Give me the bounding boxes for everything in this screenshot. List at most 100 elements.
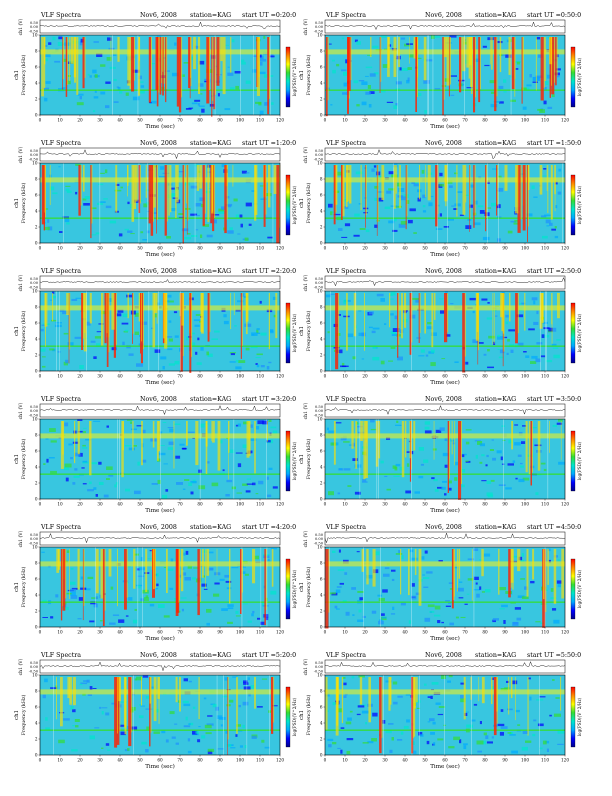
x-tick-label: 60 (442, 118, 448, 123)
waveform-trace (324, 405, 565, 415)
x-tick-label: 100 (236, 758, 244, 763)
waveform-trace (39, 21, 281, 29)
waveform-tick-label: 0.50 (30, 405, 39, 409)
y-tick-label: 10 (32, 545, 38, 550)
x-tick-label: 50 (137, 502, 143, 507)
panel-title: VLF Spectra (325, 396, 366, 403)
x-tick-label: 60 (157, 246, 163, 251)
panel-date: Nov6, 2008 (425, 396, 462, 403)
waveform-axis-label: ch1 (V) (302, 146, 309, 163)
x-tick-label: 110 (541, 630, 549, 635)
x-tick-label: 50 (137, 246, 143, 251)
x-tick-label: 120 (276, 118, 284, 123)
y-tick-label: 2 (35, 225, 38, 230)
x-tick-label: 100 (521, 630, 529, 635)
x-tick-label: 50 (137, 374, 143, 379)
y-tick-label: 2 (320, 353, 323, 358)
x-tick-label: 80 (482, 758, 488, 763)
waveform-strip: 0.500.00-0.50 ch1 (V) (302, 18, 566, 35)
spectrogram-panel: VLF Spectra Nov6, 2008 station=KAG start UT… (14, 12, 297, 130)
y-tick-label: 2 (35, 97, 38, 102)
waveform-tick-label: 0.00 (315, 409, 324, 413)
waveform-tick-label: -0.50 (29, 541, 39, 545)
waveform-tick-label: 0.50 (30, 149, 39, 153)
panel-date: Nov6, 2008 (140, 396, 177, 403)
x-tick-label: 120 (561, 758, 569, 763)
y-axis-label: Frequency (kHz) (20, 566, 27, 607)
y-tick-label: 0 (35, 497, 38, 502)
x-tick-label: 80 (197, 246, 203, 251)
x-tick-label: 30 (382, 758, 388, 763)
x-tick-label: 40 (402, 502, 408, 507)
y-tick-label: 8 (320, 49, 323, 54)
x-tick-label: 90 (502, 758, 508, 763)
waveform-strip: 0.500.00-0.50 ch1 (V) (302, 146, 566, 163)
panel-station: station=KAG (475, 268, 516, 275)
x-tick-label: 50 (137, 630, 143, 635)
x-tick-label: 50 (422, 502, 428, 507)
y-tick-label: 2 (320, 481, 323, 486)
x-tick-label: 0 (324, 630, 327, 635)
x-tick-label: 60 (442, 758, 448, 763)
panel-date: Nov6, 2008 (140, 652, 177, 659)
waveform-tick-label: -0.50 (314, 413, 324, 417)
y-tick-label: 4 (35, 337, 38, 342)
panel-start-ut: start UT =3:50:0 (527, 396, 581, 403)
y-tick-label: 0 (320, 497, 323, 502)
colorbar (570, 302, 576, 364)
x-tick-label: 60 (442, 502, 448, 507)
panel-title: VLF Spectra (325, 652, 366, 659)
y-tick-label: 6 (320, 193, 323, 198)
channel-label: ch1 (14, 710, 20, 720)
waveform-tick-label: 0.00 (30, 665, 39, 669)
waveform-tick-label: -0.50 (314, 29, 324, 33)
panel-station: station=KAG (190, 268, 231, 275)
waveform-tick-label: 0.00 (315, 281, 324, 285)
panel-title: VLF Spectra (325, 140, 366, 147)
x-tick-label: 30 (97, 246, 103, 251)
colorbar (570, 686, 576, 748)
x-tick-label: 100 (236, 118, 244, 123)
y-tick-label: 8 (35, 433, 38, 438)
x-tick-label: 10 (342, 758, 348, 763)
panel-date: Nov6, 2008 (140, 524, 177, 531)
panel-station: station=KAG (475, 12, 516, 19)
waveform-strip: 0.500.00-0.50 ch1 (V) (17, 658, 281, 675)
x-tick-label: 80 (482, 630, 488, 635)
waveform-tick-label: 0.50 (30, 661, 39, 665)
x-tick-label: 90 (502, 630, 508, 635)
y-axis-label: Frequency (kHz) (305, 566, 312, 607)
spectrogram-panel: VLF Spectra Nov6, 2008 station=KAG start UT… (14, 396, 297, 514)
x-axis-label: Time (sec) (430, 379, 460, 386)
x-tick-label: 0 (39, 630, 42, 635)
x-tick-label: 40 (117, 502, 123, 507)
y-tick-label: 8 (35, 689, 38, 694)
x-tick-label: 110 (256, 502, 264, 507)
waveform-tick-label: -0.50 (314, 157, 324, 161)
x-tick-label: 70 (462, 374, 468, 379)
colorbar-label: log(PSD)(V^2/Hz) (292, 569, 297, 608)
x-tick-label: 60 (157, 758, 163, 763)
spectrogram-image (40, 547, 280, 627)
y-tick-label: 4 (320, 465, 323, 470)
x-tick-label: 20 (77, 374, 83, 379)
panel-title: VLF Spectra (40, 268, 81, 275)
y-axis-label: Frequency (kHz) (305, 694, 312, 735)
y-tick-label: 8 (320, 689, 323, 694)
panel-start-ut: start UT =3:20:0 (242, 396, 296, 403)
colorbar (570, 174, 576, 236)
x-tick-label: 10 (57, 630, 63, 635)
spectrogram-image (40, 35, 280, 117)
channel-label: ch1 (299, 710, 305, 720)
x-tick-label: 90 (502, 118, 508, 123)
x-tick-label: 30 (382, 118, 388, 123)
x-tick-label: 80 (482, 374, 488, 379)
x-tick-label: 60 (442, 246, 448, 251)
colorbar (570, 558, 576, 620)
waveform-tick-label: -0.50 (314, 669, 324, 673)
waveform-trace (40, 149, 281, 160)
y-tick-label: 0 (35, 113, 38, 118)
x-tick-label: 20 (77, 502, 83, 507)
x-tick-label: 80 (197, 758, 203, 763)
x-tick-label: 40 (402, 374, 408, 379)
